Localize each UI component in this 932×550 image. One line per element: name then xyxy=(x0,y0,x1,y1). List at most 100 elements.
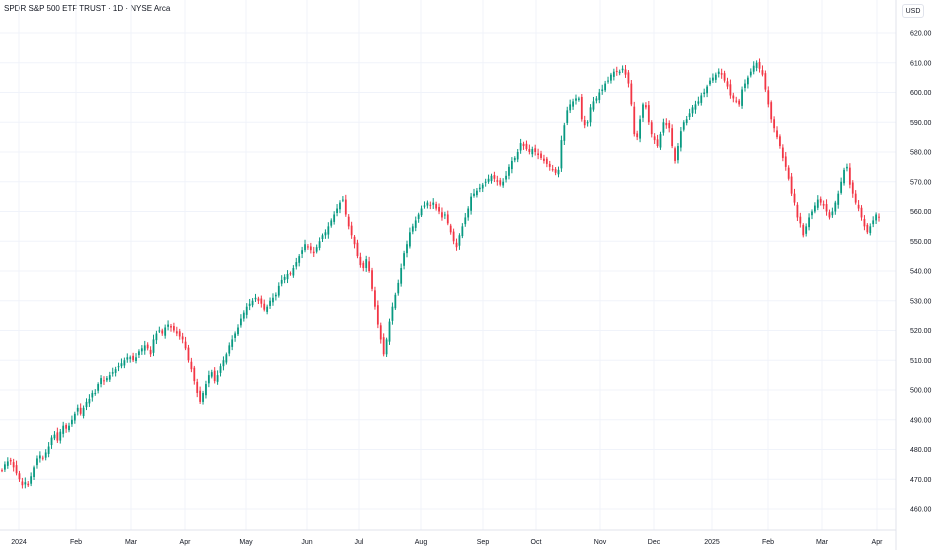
candle-body xyxy=(819,198,822,203)
x-tick-label: Nov xyxy=(594,539,607,546)
candle-body xyxy=(111,372,114,374)
candle-body xyxy=(799,216,802,224)
candle-body xyxy=(851,182,854,194)
x-tick-label: Oct xyxy=(531,539,542,546)
candle-body xyxy=(379,325,382,340)
candle-body xyxy=(234,333,236,338)
candle-body xyxy=(796,204,799,218)
candle-body xyxy=(167,324,169,327)
candle-body xyxy=(406,244,408,254)
candle-body xyxy=(175,331,178,334)
y-tick-label: 530.00 xyxy=(910,298,932,305)
candle-body xyxy=(251,300,254,306)
candle-body xyxy=(773,119,776,129)
candle-body xyxy=(566,110,569,123)
candle-body xyxy=(53,434,56,439)
candle-body xyxy=(831,211,834,216)
candle-body xyxy=(356,242,359,257)
candle-body xyxy=(187,347,190,361)
candle-body xyxy=(59,431,62,441)
candle-body xyxy=(563,125,566,141)
candle-body xyxy=(199,390,202,402)
candle-body xyxy=(720,73,723,75)
y-tick-label: 620.00 xyxy=(910,31,932,38)
candle-body xyxy=(671,128,674,147)
time-axis[interactable]: 2024 Feb Mar Apr May Jun Jul Aug Sep Oct Nov Dec 202… xyxy=(11,539,883,546)
candle-body xyxy=(776,130,778,138)
candle-body xyxy=(575,98,577,101)
candle-body xyxy=(394,294,397,309)
x-tick-label: Sep xyxy=(477,539,490,546)
price-axis[interactable]: 620.00 610.00 600.00 590.00 580.00 570.00 560.… xyxy=(910,31,932,514)
candle-body xyxy=(650,122,653,135)
candle-body xyxy=(170,326,172,328)
candle-body xyxy=(135,357,137,361)
candle-body xyxy=(339,202,341,210)
candle-body xyxy=(56,432,59,441)
candle-body xyxy=(149,349,152,355)
candle-body xyxy=(12,462,15,468)
candle-body xyxy=(391,306,394,321)
y-tick-label: 540.00 xyxy=(910,269,932,276)
candle-body xyxy=(735,100,738,102)
candle-body xyxy=(589,107,592,123)
candle-body xyxy=(697,101,700,104)
candle-body xyxy=(875,214,877,221)
candle-body xyxy=(726,81,729,87)
candle-body xyxy=(481,184,484,189)
candle-body xyxy=(254,297,257,300)
candle-body xyxy=(592,101,595,110)
candle-body xyxy=(837,193,840,205)
y-tick-label: 580.00 xyxy=(910,150,932,157)
candle-body xyxy=(347,216,350,227)
candle-body xyxy=(36,458,38,466)
candle-body xyxy=(76,407,79,412)
candle-body xyxy=(260,298,263,304)
candle-body xyxy=(764,73,767,90)
candle-body xyxy=(543,158,545,161)
x-tick-label: Mar xyxy=(816,539,829,546)
candle-body xyxy=(30,476,33,484)
candle-body xyxy=(289,273,292,275)
candle-body xyxy=(805,226,808,234)
candle-body xyxy=(656,139,659,147)
candle-body xyxy=(531,149,534,155)
candle-body xyxy=(312,251,315,254)
candle-body xyxy=(44,452,47,458)
candle-body xyxy=(1,470,3,472)
candle-body xyxy=(443,214,446,216)
currency-button[interactable]: USD xyxy=(902,4,924,18)
candle-body xyxy=(714,74,717,80)
candle-body xyxy=(755,62,758,68)
candle-body xyxy=(138,351,140,356)
candle-body xyxy=(309,246,312,251)
candle-body xyxy=(362,262,365,269)
candle-body xyxy=(88,398,91,404)
candle-body xyxy=(385,339,388,355)
candle-body xyxy=(604,83,607,91)
candle-body xyxy=(624,69,627,75)
candle-body xyxy=(333,214,336,222)
candle-body xyxy=(248,303,251,306)
x-tick-label: Jul xyxy=(355,539,364,546)
candle-body xyxy=(190,361,193,370)
y-tick-label: 550.00 xyxy=(910,239,932,246)
candle-body xyxy=(388,321,391,342)
candle-body xyxy=(505,175,507,180)
candle-body xyxy=(872,220,875,225)
candle-body xyxy=(548,163,551,167)
candle-body xyxy=(62,425,65,434)
candle-body xyxy=(158,330,161,332)
candle-body xyxy=(630,83,633,105)
candle-body xyxy=(108,375,111,380)
x-tick-label: Feb xyxy=(762,539,774,546)
candle-body xyxy=(627,72,630,84)
candle-body xyxy=(426,202,429,206)
candle-body xyxy=(292,268,295,276)
candle-body xyxy=(193,367,196,382)
candle-body xyxy=(47,446,50,454)
candle-body xyxy=(659,134,662,148)
candle-body xyxy=(790,176,793,194)
candle-body xyxy=(283,276,286,280)
